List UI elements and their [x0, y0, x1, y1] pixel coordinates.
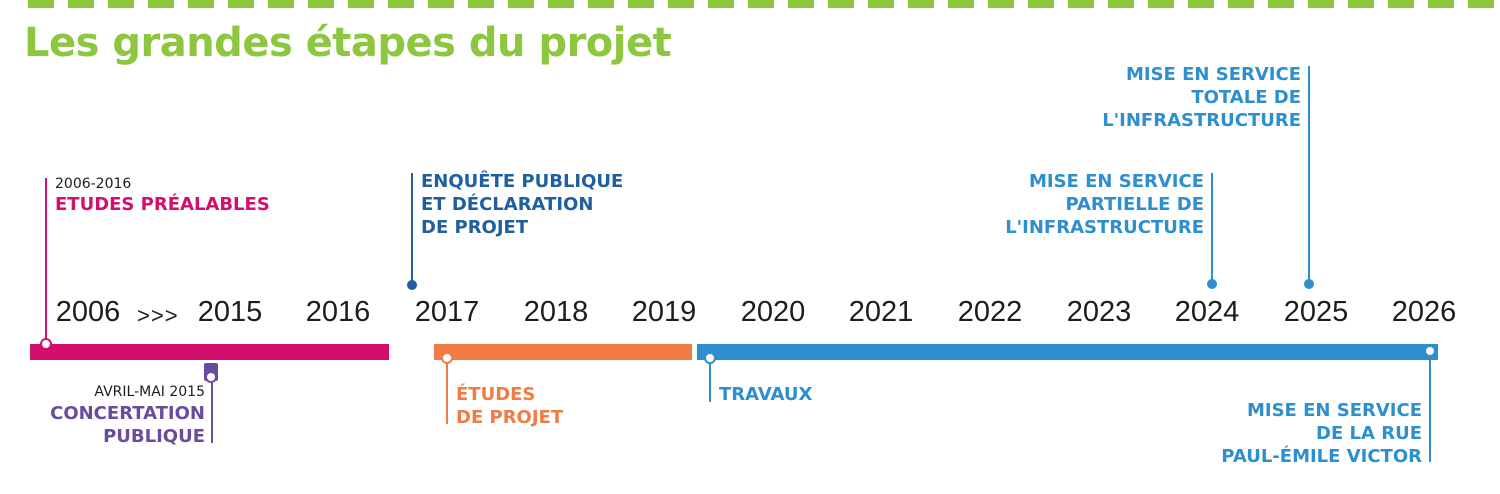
page-title: Les grandes étapes du projet: [24, 20, 672, 66]
marker-mes-rue: [1424, 345, 1436, 357]
year-2019: 2019: [631, 296, 697, 328]
dashed-top-border: [28, 0, 1500, 8]
mes-rue-line-3: PAUL-ÉMILE VICTOR: [1221, 446, 1422, 467]
enquete-line-3: DE PROJET: [421, 217, 529, 238]
connector-line-mes-totale: [1308, 66, 1310, 283]
year-2006: 2006: [55, 296, 121, 328]
year-2018: 2018: [523, 296, 589, 328]
mes-partielle-label: MISE EN SERVICE PARTIELLE DE L'INFRASTRU…: [1005, 170, 1204, 239]
year-2024: 2024: [1174, 296, 1240, 328]
etudes-de-projet-line-1: ÉTUDES: [456, 384, 536, 405]
connector-line-travaux: [709, 364, 711, 402]
year-2015: 2015: [197, 296, 263, 328]
etudes-de-projet-label: ÉTUDES DE PROJET: [456, 383, 563, 429]
mes-rue-label: MISE EN SERVICE DE LA RUE PAUL-ÉMILE VIC…: [1221, 399, 1422, 468]
mes-totale-line-2: TOTALE DE: [1191, 87, 1301, 108]
mes-totale-line-1: MISE EN SERVICE: [1125, 64, 1301, 85]
phase-bar-etudes-de-projet: [434, 344, 692, 360]
concertation-date: AVRIL-MAI 2015: [94, 384, 205, 400]
marker-concertation: [205, 371, 217, 383]
marker-enquete: [407, 280, 417, 290]
year-2021: 2021: [848, 296, 914, 328]
year-2022: 2022: [957, 296, 1023, 328]
enquete-line-1: ENQUÊTE PUBLIQUE: [421, 171, 624, 192]
mes-rue-line-1: MISE EN SERVICE: [1246, 400, 1422, 421]
marker-etudes-de-projet: [441, 352, 453, 364]
enquete-line-2: ET DÉCLARATION: [421, 194, 594, 215]
year-2026: 2026: [1391, 296, 1457, 328]
mes-totale-line-3: L'INFRASTRUCTURE: [1102, 110, 1301, 131]
connector-line-mes-partielle: [1211, 173, 1213, 283]
year-2017: 2017: [414, 296, 480, 328]
mes-totale-label: MISE EN SERVICE TOTALE DE L'INFRASTRUCTU…: [1102, 63, 1301, 132]
connector-line-concertation: [211, 383, 213, 443]
year-2023: 2023: [1066, 296, 1132, 328]
marker-mes-totale: [1304, 279, 1314, 289]
connector-line-etudes-prealables: [45, 178, 47, 344]
phase-bar-travaux: [697, 344, 1438, 360]
marker-travaux: [704, 352, 716, 364]
etudes-de-projet-line-2: DE PROJET: [456, 407, 564, 428]
phase-bar-etudes-prealables: [30, 344, 389, 360]
gap-marker: >>>: [137, 303, 179, 328]
year-2016: 2016: [305, 296, 371, 328]
connector-line-enquete: [411, 173, 413, 285]
mes-partielle-line-1: MISE EN SERVICE: [1028, 171, 1204, 192]
mes-partielle-line-2: PARTIELLE DE: [1065, 194, 1204, 215]
mes-rue-line-2: DE LA RUE: [1316, 423, 1422, 444]
year-2025: 2025: [1283, 296, 1349, 328]
concertation-line-1: CONCERTATION: [50, 403, 205, 424]
concertation-line-2: PUBLIQUE: [103, 426, 205, 447]
connector-line-etudes-de-projet: [446, 364, 448, 424]
etudes-prealables-range: 2006-2016: [55, 176, 132, 192]
enquete-label: ENQUÊTE PUBLIQUE ET DÉCLARATION DE PROJE…: [421, 170, 623, 239]
travaux-label: TRAVAUX: [719, 384, 813, 405]
year-2020: 2020: [740, 296, 806, 328]
concertation-label: CONCERTATION PUBLIQUE: [50, 402, 205, 448]
mes-partielle-line-3: L'INFRASTRUCTURE: [1005, 217, 1204, 238]
etudes-prealables-label: ETUDES PRÉALABLES: [55, 194, 270, 215]
connector-line-mes-rue: [1429, 357, 1431, 462]
marker-etudes-prealables: [40, 338, 52, 350]
marker-mes-partielle: [1207, 279, 1217, 289]
